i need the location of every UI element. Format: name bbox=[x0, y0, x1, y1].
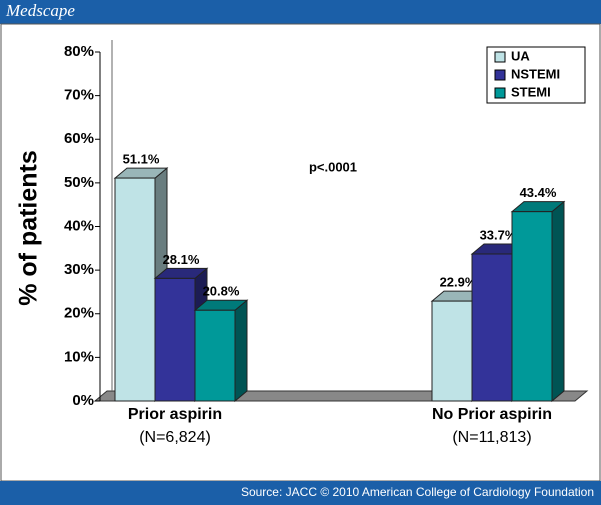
legend-swatch bbox=[494, 87, 506, 99]
legend-swatch bbox=[494, 69, 506, 81]
bar-side bbox=[234, 299, 248, 403]
bar-front bbox=[511, 211, 553, 402]
y-tick-label: 20% bbox=[64, 305, 94, 322]
x-tick-label: No Prior aspirin bbox=[432, 406, 552, 423]
x-tick-note: (N=6,824) bbox=[139, 429, 211, 446]
bar-front bbox=[471, 253, 513, 402]
x-tick-note: (N=11,813) bbox=[452, 429, 531, 446]
bar-front bbox=[114, 177, 156, 402]
annotation: p<.0001 bbox=[309, 159, 357, 174]
header-bar bbox=[0, 0, 601, 24]
bar-side bbox=[551, 200, 565, 403]
y-tick-label: 30% bbox=[64, 261, 94, 278]
source: Source: JACC © 2010 American College of … bbox=[241, 485, 594, 499]
bar bbox=[193, 299, 249, 403]
x-tick-label: Prior aspirin bbox=[128, 406, 222, 423]
bar-front bbox=[431, 300, 473, 402]
y-tick-label: 70% bbox=[64, 87, 94, 104]
value-label: 43.4% bbox=[520, 185, 557, 200]
value-label: 22.9% bbox=[440, 275, 477, 290]
y-tick-label: 80% bbox=[64, 43, 94, 60]
y-tick-label: 0% bbox=[72, 392, 94, 409]
footer-bar bbox=[0, 481, 601, 505]
y-tick-label: 40% bbox=[64, 217, 94, 234]
y-tick-label: 60% bbox=[64, 130, 94, 147]
y-tick-label: 50% bbox=[64, 174, 94, 191]
value-label: 28.1% bbox=[163, 252, 200, 267]
bar-front bbox=[154, 277, 196, 402]
legend-swatch bbox=[494, 51, 506, 63]
value-label: 51.1% bbox=[123, 152, 160, 167]
legend-label: STEMI bbox=[511, 84, 551, 99]
brand: Medscape bbox=[5, 1, 75, 20]
y-tick-label: 10% bbox=[64, 348, 94, 365]
value-label: 33.7% bbox=[480, 227, 517, 242]
bar bbox=[510, 200, 566, 403]
bar-front bbox=[194, 309, 236, 402]
bar bbox=[113, 167, 169, 403]
legend-label: NSTEMI bbox=[511, 66, 560, 81]
value-label: 20.8% bbox=[203, 284, 240, 299]
legend-label: UA bbox=[511, 48, 530, 63]
y-axis-title: % of patients bbox=[15, 150, 43, 306]
